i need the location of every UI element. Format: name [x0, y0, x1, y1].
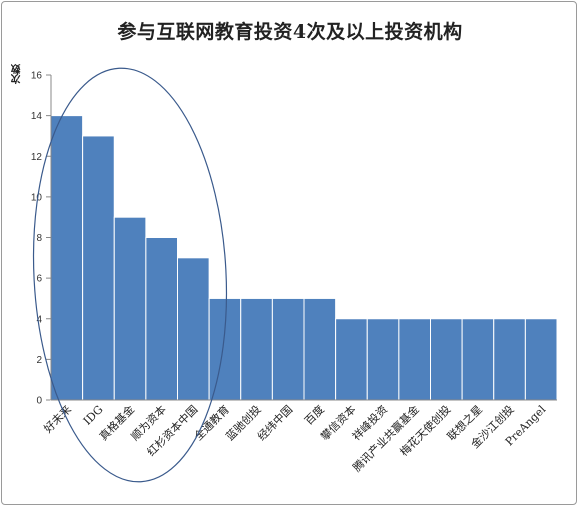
bar [82, 135, 115, 401]
y-tick-label: 8 [36, 233, 42, 244]
bar [303, 297, 337, 401]
y-tick-label: 2 [36, 355, 42, 366]
y-axis-ticks: 0 2 4 6 8 10 12 14 16 [31, 71, 51, 407]
y-tick-label: 12 [31, 152, 43, 163]
y-tick-label: 4 [36, 314, 42, 325]
bar [335, 318, 368, 401]
bar [50, 115, 84, 401]
bar [430, 318, 463, 401]
bar [271, 297, 305, 401]
x-category-label: IDG [81, 403, 106, 428]
x-category-label: 经纬中国 [255, 403, 295, 443]
y-tick-label: 16 [31, 71, 43, 82]
bar [208, 297, 242, 401]
bar [145, 237, 178, 401]
bars [50, 115, 558, 401]
y-tick-label: 6 [36, 274, 42, 285]
y-tick-label: 14 [31, 111, 43, 122]
bar [240, 297, 273, 401]
bar [366, 318, 400, 401]
bar [113, 216, 147, 401]
highlight-ellipse [32, 67, 228, 483]
bar [461, 318, 495, 401]
annotation-layer [32, 67, 228, 483]
bar [493, 318, 526, 401]
bar [524, 318, 558, 401]
chart-title: 参与互联网教育投资4次及以上投资机构 [117, 21, 463, 43]
x-category-label: 好未来 [41, 402, 74, 435]
bar [177, 257, 210, 401]
y-tick-label: 10 [31, 192, 43, 203]
x-category-label: 百度 [301, 402, 326, 427]
axes [50, 75, 557, 401]
y-tick-label: 0 [36, 396, 42, 407]
bar [398, 318, 431, 401]
